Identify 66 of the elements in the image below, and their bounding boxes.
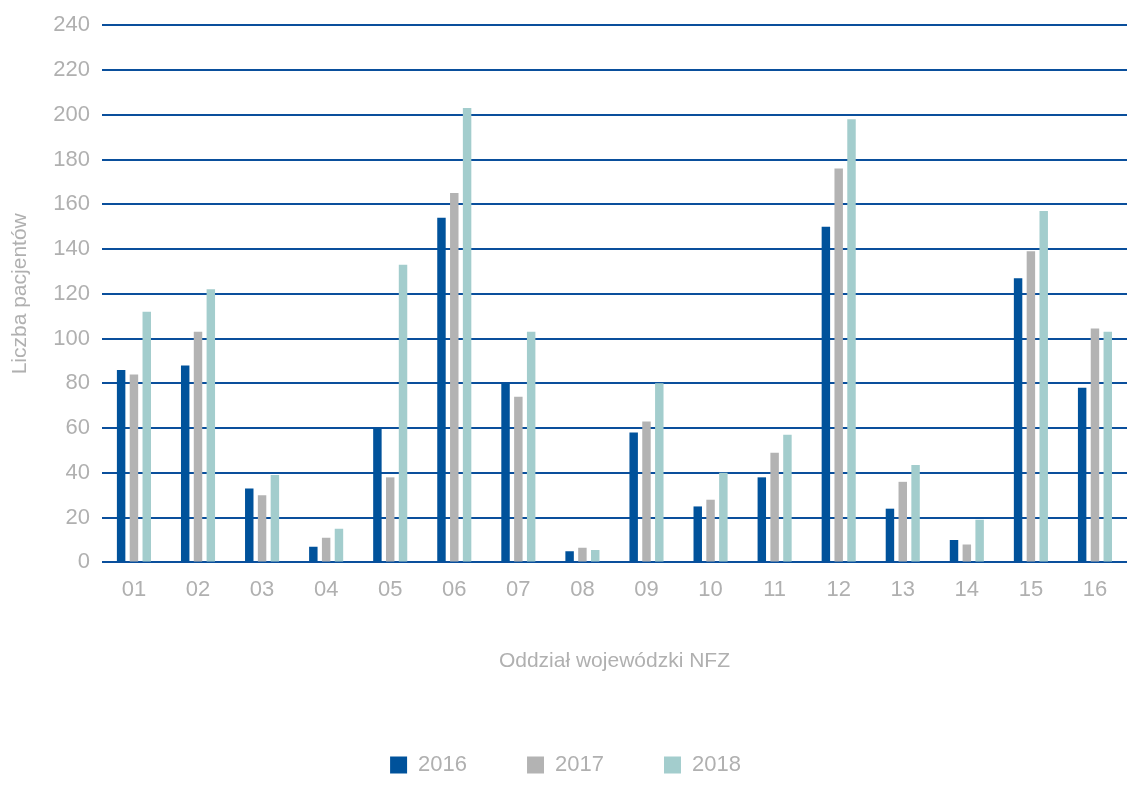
x-tick-label: 12 <box>826 575 851 601</box>
y-tick-label: 100 <box>53 324 90 350</box>
bar <box>706 499 715 562</box>
bar <box>514 396 523 562</box>
bar <box>975 519 984 562</box>
y-tick-label: 80 <box>65 369 90 395</box>
legend-label: 2017 <box>555 751 604 777</box>
bar <box>834 168 843 562</box>
bar <box>719 472 728 562</box>
y-tick-label: 60 <box>65 414 90 440</box>
bar <box>655 383 664 562</box>
x-tick-label: 05 <box>377 575 403 601</box>
bar <box>385 477 395 562</box>
y-tick-label: 220 <box>53 56 90 82</box>
bar <box>911 465 920 562</box>
y-tick-label: 160 <box>53 190 90 216</box>
bar <box>257 495 267 562</box>
bar <box>142 311 151 562</box>
x-tick-label: 11 <box>763 575 787 601</box>
y-tick-label: 200 <box>53 100 90 126</box>
bar <box>962 544 972 562</box>
bar <box>526 331 536 562</box>
x-tick-label: 04 <box>313 575 339 601</box>
bar <box>129 374 139 562</box>
bar <box>193 331 203 562</box>
x-tick-label: 16 <box>1082 575 1108 601</box>
bar <box>847 119 856 562</box>
x-tick-label: 09 <box>634 575 659 601</box>
bar <box>398 264 408 562</box>
legend-label: 2018 <box>691 751 741 777</box>
y-tick-label: 20 <box>65 503 90 529</box>
x-axis-title: Oddział wojewódzki NFZ <box>498 648 731 672</box>
y-tick-label: 120 <box>53 279 90 305</box>
x-tick-label: 03 <box>249 575 275 601</box>
bar <box>783 434 792 562</box>
bar <box>770 452 779 562</box>
y-tick-label: 0 <box>77 548 90 574</box>
bar <box>206 289 216 562</box>
y-tick-label: 180 <box>53 145 90 171</box>
bar <box>1039 210 1048 562</box>
x-tick-label: 15 <box>1018 575 1044 601</box>
bar <box>1090 328 1100 562</box>
bar <box>321 537 331 562</box>
bar <box>462 108 472 562</box>
bar <box>450 193 459 562</box>
bar <box>898 481 907 562</box>
y-tick-label: 140 <box>53 235 90 261</box>
x-tick-label: 02 <box>185 575 211 601</box>
x-tick-label: 08 <box>570 575 595 601</box>
bar <box>642 421 651 562</box>
x-tick-label: 13 <box>890 575 915 601</box>
bar <box>1026 251 1036 562</box>
legend-label: 2016 <box>418 751 468 777</box>
bar <box>270 475 280 562</box>
x-tick-label: 06 <box>442 575 467 601</box>
bar <box>578 547 587 562</box>
y-tick-label: 40 <box>65 458 90 484</box>
bar <box>1103 331 1113 562</box>
x-tick-label: 01 <box>121 575 147 601</box>
x-tick-label: 07 <box>506 575 531 601</box>
y-axis-title: Liczba pacjentów <box>7 212 31 375</box>
bar <box>591 550 600 562</box>
x-tick-label: 14 <box>954 575 980 601</box>
x-tick-label: 10 <box>698 575 723 601</box>
bar <box>334 528 344 562</box>
y-tick-label: 240 <box>53 11 90 37</box>
